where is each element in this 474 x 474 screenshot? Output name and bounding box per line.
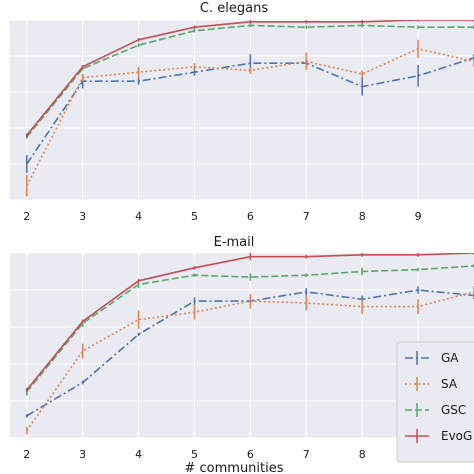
legend-item-gsc: GSC [405,403,466,417]
x-tick-label: 2 [23,210,30,223]
series-line-gsc [26,24,474,138]
x-tick-label: 7 [303,210,310,223]
series-evog [26,253,474,392]
legend-item-sa: SA [405,377,458,391]
series-sa [26,286,474,435]
series-sa [26,39,474,197]
series-line-evog [26,253,474,391]
series-line-evog [26,20,474,136]
series-group-c-elegans [26,20,474,197]
panel-c-elegans: C. elegans 2 3 4 5 6 7 8 9 [10,1,474,223]
x-axis-label: # communities [184,461,283,474]
x-tick-label: 7 [303,448,310,461]
x-tick-label: 8 [359,210,366,223]
legend-label: GA [441,351,459,365]
legend: GA SA GSC EvoG [396,341,474,463]
legend-item-ga: GA [405,351,459,365]
x-tick-label: 9 [415,210,422,223]
series-line-sa [26,47,474,186]
series-line-ga [26,57,474,165]
series-group-e-mail [26,253,474,435]
x-tick-label: 5 [191,210,198,223]
x-tick-label: 3 [79,448,86,461]
x-tick-label: 8 [359,448,366,461]
x-tick-label: 2 [23,448,30,461]
plot-area-c-elegans [10,20,474,200]
x-tick-label: 5 [191,448,198,461]
legend-label: SA [441,377,458,391]
x-tick-label: 4 [135,210,142,223]
chart-title-c-elegans: C. elegans [200,1,268,16]
x-tick-label: 4 [135,448,142,461]
x-tick-label: 3 [79,210,86,223]
series-evog [26,20,474,137]
series-line-gsc [26,265,474,393]
x-tick-label: 6 [247,448,254,461]
x-tick-label: 6 [247,210,254,223]
legend-label: GSC [441,403,466,417]
legend-item-evog: EvoG [405,429,472,443]
chart-title-e-mail: E-mail [214,235,255,250]
legend-label: EvoG [441,429,472,443]
legend-box [396,341,474,463]
series-line-sa [26,291,474,432]
x-tick-labels-c-elegans: 2 3 4 5 6 7 8 9 [23,210,421,223]
